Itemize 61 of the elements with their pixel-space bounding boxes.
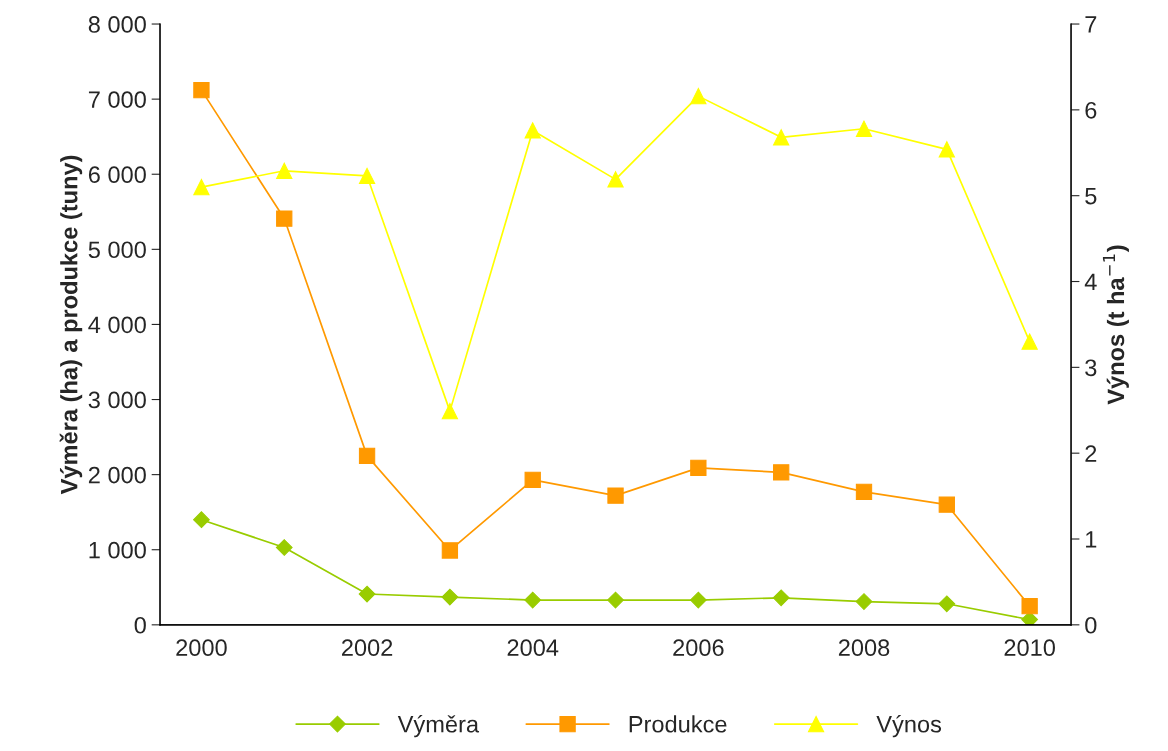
point bbox=[855, 120, 873, 137]
point bbox=[938, 141, 955, 158]
point bbox=[1021, 597, 1038, 615]
y2-tick-label: 5 bbox=[1085, 188, 1097, 205]
y-tick-label: 4 000 bbox=[88, 316, 146, 334]
point bbox=[855, 483, 873, 501]
point bbox=[441, 542, 459, 559]
point bbox=[276, 210, 293, 227]
point bbox=[607, 487, 624, 504]
point bbox=[772, 589, 790, 607]
point bbox=[607, 171, 624, 188]
point bbox=[855, 593, 873, 610]
y2-tick-label: 0 bbox=[1085, 616, 1097, 634]
point bbox=[1021, 611, 1039, 625]
point bbox=[1021, 333, 1038, 350]
y-tick-label: 2 000 bbox=[88, 466, 146, 484]
point bbox=[607, 591, 624, 609]
point bbox=[358, 167, 376, 185]
point bbox=[773, 464, 790, 481]
y2-tick-label: 1 bbox=[1086, 531, 1097, 548]
point bbox=[193, 81, 210, 99]
point bbox=[193, 178, 210, 196]
legend-label: Výnos bbox=[876, 714, 942, 738]
y-tick-label: 3 000 bbox=[88, 391, 146, 409]
x-tick-label: 2002 bbox=[342, 639, 393, 657]
point bbox=[690, 87, 707, 105]
point bbox=[773, 129, 790, 146]
y-tick-label: 0 bbox=[134, 616, 146, 634]
y2-tick-label: 2 bbox=[1085, 445, 1097, 462]
y2-tick-label: 4 bbox=[1084, 273, 1097, 291]
y2-axis-title: Výnos (t ha$^{−1}$) bbox=[1102, 245, 1129, 405]
y2-tick-label: 6 bbox=[1085, 101, 1097, 119]
point bbox=[524, 122, 541, 139]
point bbox=[690, 459, 707, 477]
point bbox=[441, 402, 459, 420]
y-tick-label: 7 000 bbox=[88, 91, 146, 108]
point bbox=[358, 447, 376, 465]
point bbox=[938, 595, 956, 613]
point bbox=[689, 591, 707, 609]
point bbox=[441, 588, 459, 606]
point bbox=[275, 539, 293, 556]
point bbox=[938, 496, 955, 513]
x-tick-label: 2008 bbox=[838, 639, 890, 657]
y2-tick-label: 3 bbox=[1085, 359, 1097, 377]
y-tick-label: 1 000 bbox=[89, 541, 146, 559]
legend-label: Produkce bbox=[629, 715, 727, 733]
x-tick-label: 2000 bbox=[176, 639, 227, 657]
x-tick-label: 2004 bbox=[507, 639, 559, 657]
point bbox=[276, 162, 293, 179]
point bbox=[524, 471, 541, 489]
y-tick-label: 5 000 bbox=[88, 241, 146, 259]
point bbox=[193, 511, 210, 529]
x-tick-label: 2010 bbox=[1004, 639, 1055, 657]
legend-label: Výměra bbox=[397, 714, 480, 738]
x-tick-label: 2006 bbox=[673, 639, 724, 657]
y-axis-title: Výměra (ha) a produkce (tuny) bbox=[59, 155, 83, 495]
y-tick-label: 6 000 bbox=[88, 166, 146, 184]
y-tick-label: 8 000 bbox=[88, 16, 146, 33]
point bbox=[358, 585, 376, 603]
point bbox=[524, 591, 542, 609]
y2-tick-label: 7 bbox=[1085, 16, 1097, 33]
